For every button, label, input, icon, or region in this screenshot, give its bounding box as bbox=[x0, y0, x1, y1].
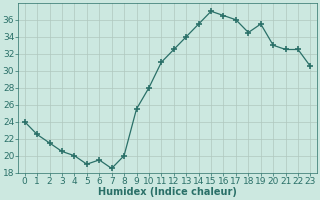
X-axis label: Humidex (Indice chaleur): Humidex (Indice chaleur) bbox=[98, 187, 237, 197]
